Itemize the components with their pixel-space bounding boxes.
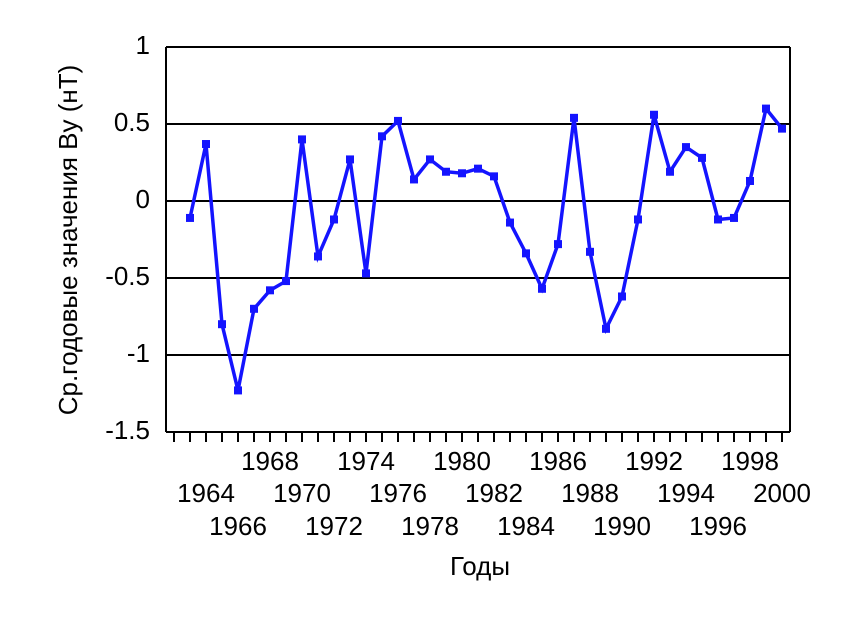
x-tick-label: 1998 — [721, 446, 779, 476]
data-point — [250, 304, 258, 313]
data-point — [442, 167, 450, 176]
x-axis-label: Годы — [450, 551, 510, 581]
y-axis-label: Ср.годовые значения By (нТ) — [53, 65, 83, 416]
data-point — [378, 132, 386, 141]
x-tick-label: 1970 — [273, 478, 331, 508]
x-tick-label: 1974 — [337, 446, 395, 476]
data-point — [554, 240, 562, 249]
x-tick-label: 1990 — [593, 511, 651, 541]
x-tick-label: 1986 — [529, 446, 587, 476]
data-point — [298, 135, 306, 144]
x-tick-label: 1988 — [561, 478, 619, 508]
data-point — [490, 172, 498, 181]
data-point — [618, 292, 626, 301]
data-point — [730, 213, 738, 222]
data-point — [266, 286, 274, 295]
data-point — [714, 215, 722, 224]
x-tick-label: 2000 — [753, 478, 811, 508]
data-point — [698, 153, 706, 162]
x-tick-label: 1992 — [625, 446, 683, 476]
y-tick-label: -0.5 — [105, 261, 150, 291]
data-point — [426, 155, 434, 164]
x-tick-label: 1968 — [241, 446, 299, 476]
data-point — [202, 140, 210, 149]
x-tick-label: 1984 — [497, 511, 555, 541]
data-point — [570, 113, 578, 122]
data-point — [586, 247, 594, 256]
data-point — [522, 249, 530, 258]
data-point — [234, 386, 242, 395]
data-point — [762, 104, 770, 113]
x-tick-label: 1994 — [657, 478, 715, 508]
data-point — [346, 155, 354, 164]
data-point — [314, 252, 322, 261]
x-tick-label: 1978 — [401, 511, 459, 541]
x-tick-label: 1996 — [689, 511, 747, 541]
data-point — [186, 213, 194, 222]
data-point — [410, 175, 418, 184]
y-tick-label: -1.5 — [105, 415, 150, 445]
data-point — [218, 320, 226, 329]
data-point — [746, 176, 754, 185]
data-point — [458, 169, 466, 178]
data-point — [602, 324, 610, 333]
x-tick-label: 1972 — [305, 511, 363, 541]
data-point — [474, 164, 482, 173]
y-tick-label: 1 — [136, 30, 150, 60]
data-point — [330, 215, 338, 224]
data-point — [506, 218, 514, 227]
data-point — [282, 277, 290, 286]
x-tick-label: 1964 — [177, 478, 235, 508]
data-point — [538, 284, 546, 293]
data-point — [650, 110, 658, 119]
x-tick-label: 1980 — [433, 446, 491, 476]
data-line — [188, 104, 784, 391]
data-point — [362, 269, 370, 278]
data-point — [666, 167, 674, 176]
x-tick-label: 1966 — [209, 511, 267, 541]
y-tick-label: -1 — [127, 338, 150, 368]
data-point — [394, 116, 402, 125]
data-point — [682, 143, 690, 152]
data-point — [778, 124, 786, 133]
x-tick-label: 1976 — [369, 478, 427, 508]
y-tick-label: 0.5 — [114, 107, 150, 137]
data-point — [634, 215, 642, 224]
x-tick-label: 1982 — [465, 478, 523, 508]
y-tick-label: 0 — [136, 184, 150, 214]
